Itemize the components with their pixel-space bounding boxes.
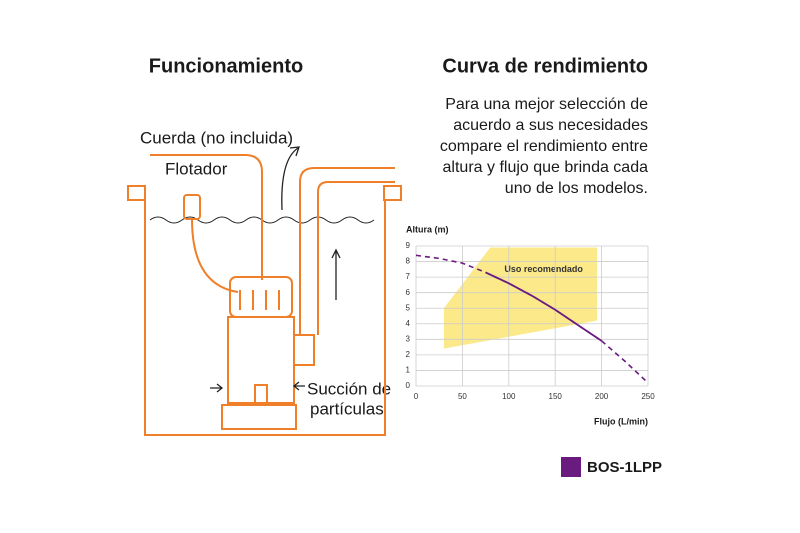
cord	[150, 154, 263, 280]
chart-title: Curva de rendimiento	[442, 55, 648, 77]
y-tick-label: 6	[406, 288, 411, 297]
tank-rim	[383, 185, 402, 201]
y-tick-label: 8	[406, 257, 411, 266]
x-tick-label: 250	[641, 392, 655, 401]
suction-arrow	[292, 381, 305, 391]
recommended-region	[443, 247, 597, 349]
pump-diagram: Funcionamiento Cuerda (no incluida) Flot…	[127, 55, 402, 436]
performance-curve-solid	[485, 271, 603, 342]
legend-swatch	[561, 457, 581, 477]
subtitle-line: Para una mejor selección de	[445, 96, 648, 113]
x-tick-label: 100	[502, 392, 516, 401]
x-tick-label: 0	[414, 392, 419, 401]
flow-arrow	[331, 248, 341, 300]
pump-inlet	[254, 384, 268, 404]
subtitle-line: compare el rendimiento entre	[440, 138, 648, 155]
y-tick-label: 3	[406, 334, 411, 343]
subtitle-line: uno de los modelos.	[505, 180, 648, 197]
y-tick-label: 2	[406, 350, 411, 359]
region-label: Uso recomendado	[504, 264, 583, 274]
float-cable	[191, 218, 239, 293]
pump-base	[221, 404, 297, 430]
subtitle-line: altura y flujo que brinda cada	[443, 159, 649, 176]
float-label: Flotador	[165, 159, 228, 178]
y-tick-label: 5	[406, 303, 411, 312]
tank-rim	[127, 185, 146, 201]
outlet-pipe	[299, 167, 395, 335]
x-axis-title: Flujo (L/min)	[594, 416, 648, 426]
y-tick-label: 4	[406, 319, 411, 328]
y-axis-title: Altura (m)	[406, 224, 449, 234]
float	[183, 194, 201, 220]
pipe-joint	[293, 334, 315, 366]
subtitle-line: acuerdo a sus necesidades	[453, 117, 648, 134]
flow-arrow	[281, 146, 300, 211]
pump-grille	[239, 290, 280, 310]
x-tick-label: 50	[458, 392, 467, 401]
performance-curve	[415, 254, 649, 384]
suction-arrow	[210, 383, 224, 393]
suction-label: Succión de	[307, 379, 391, 398]
cord-label: Cuerda (no incluida)	[140, 128, 293, 147]
legend-label: BOS-1LPP	[587, 459, 662, 476]
y-tick-label: 9	[406, 241, 411, 250]
diagram-title: Funcionamiento	[149, 55, 303, 77]
pump-body	[227, 316, 295, 404]
y-tick-label: 7	[406, 272, 411, 281]
y-tick-label: 1	[406, 366, 411, 375]
chart: Curva de rendimiento Altura (m) Flujo (L…	[406, 55, 662, 477]
tank	[144, 200, 386, 436]
x-tick-label: 150	[549, 392, 563, 401]
x-tick-label: 200	[595, 392, 609, 401]
suction-label: partículas	[310, 399, 384, 418]
y-tick-label: 0	[406, 381, 411, 390]
